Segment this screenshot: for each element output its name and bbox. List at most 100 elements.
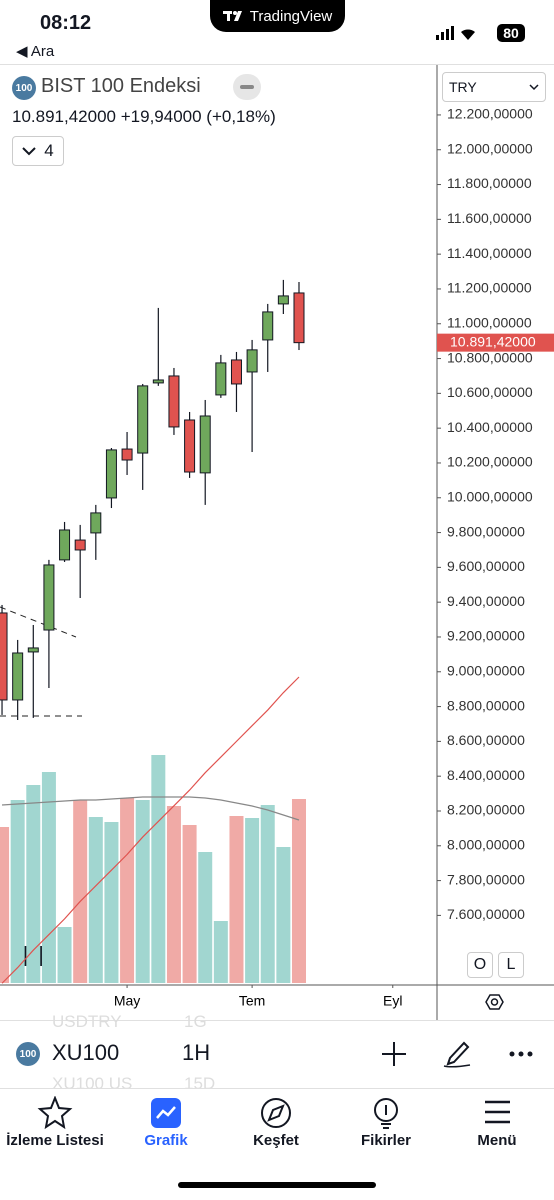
- tab-label: İzleme Listesi: [6, 1132, 104, 1149]
- settings-icon[interactable]: [485, 994, 504, 1010]
- tab[interactable]: Grafik: [111, 1096, 221, 1149]
- y-tick-label: 10.400,00000: [447, 419, 533, 435]
- y-tick-label: 10.600,00000: [447, 384, 533, 400]
- collapse-button[interactable]: [233, 74, 261, 100]
- time: 08:12: [40, 12, 92, 34]
- y-tick-label: 11.800,00000: [447, 175, 532, 191]
- y-tick-label: 9.800,00000: [447, 523, 525, 539]
- volume-bar: [151, 755, 166, 983]
- y-tick-label: 9.400,00000: [447, 593, 525, 609]
- y-tick-label: 8.800,00000: [447, 697, 525, 713]
- faded-symbol: XU100 US: [52, 1074, 133, 1093]
- ideas-icon: [374, 1098, 398, 1122]
- price-line: 10.891,42000 +19,94000 (+0,18%): [12, 107, 276, 127]
- volume-bar: [73, 800, 88, 983]
- volume-bar: [120, 798, 135, 983]
- symbol-badge: 100: [16, 1042, 40, 1066]
- candle-body: [246, 349, 258, 373]
- volume-bar: [291, 799, 306, 983]
- currency-select[interactable]: TRY: [442, 72, 546, 102]
- candle-body: [43, 564, 55, 631]
- volume-ma-line: [1, 796, 300, 821]
- x-tick-label: Tem: [239, 993, 265, 1009]
- last-price-label: 10.891,42000: [450, 333, 536, 349]
- volume-bar: [57, 927, 72, 983]
- tab-label: Menü: [477, 1132, 517, 1149]
- symbol[interactable]: XU100: [52, 1040, 120, 1065]
- indicators-toggle[interactable]: 4: [12, 136, 64, 166]
- scale-button[interactable]: L: [498, 952, 524, 978]
- toolbar-icons: [382, 1041, 533, 1068]
- y-tick-label: 7.800,00000: [447, 871, 525, 887]
- candle-body: [230, 359, 242, 385]
- app-pill: TradingView: [210, 0, 345, 32]
- candle-body: [199, 415, 211, 474]
- volume-bar: [135, 800, 150, 983]
- drawing-line: [0, 606, 77, 638]
- y-tick-label: 9.200,00000: [447, 628, 525, 644]
- divider: [0, 64, 554, 65]
- volume-bar: [166, 806, 181, 983]
- y-tick-label: 8.000,00000: [447, 836, 525, 852]
- y-tick-label: 8.400,00000: [447, 767, 525, 783]
- menu-icon: [485, 1100, 510, 1124]
- volume-bar: [260, 805, 275, 983]
- back-arrow: ◀: [16, 43, 28, 60]
- tv-icon: [222, 11, 242, 21]
- chevron: [22, 147, 36, 156]
- candle-body: [121, 448, 133, 461]
- y-tick-label: 11.000,00000: [447, 314, 532, 330]
- y-tick-label: 8.600,00000: [447, 732, 525, 748]
- divider: [0, 1020, 554, 1021]
- tab[interactable]: Fikirler: [331, 1096, 441, 1149]
- battery: 80: [497, 24, 525, 42]
- home-indicator: [178, 1182, 376, 1188]
- candle-body: [74, 539, 86, 551]
- tab-icons: [37, 1096, 510, 1130]
- draw-icon[interactable]: [443, 1041, 471, 1068]
- volume-bar: [213, 921, 228, 983]
- more-icon[interactable]: [509, 1051, 533, 1057]
- tab[interactable]: Keşfet: [221, 1096, 331, 1149]
- x-tick-label: May: [114, 993, 140, 1009]
- tab-label: Grafik: [144, 1132, 188, 1149]
- faded-interval: 1G: [184, 1012, 207, 1031]
- candle-body: [90, 512, 102, 534]
- volume-bar: [198, 852, 213, 983]
- chevron: [529, 84, 539, 91]
- candle-body: [59, 529, 71, 561]
- faded-symbol: USDTRY: [52, 1012, 122, 1031]
- candle-body: [168, 375, 180, 428]
- volume-bar: [41, 772, 56, 983]
- ma-line: [1, 676, 300, 984]
- y-tick-label: 12.200,00000: [447, 106, 533, 122]
- currency: TRY: [449, 79, 477, 95]
- volume-bar: [10, 800, 25, 983]
- candle-body: [277, 295, 289, 305]
- candle-body: [105, 449, 117, 499]
- y-tick-label: 7.600,00000: [447, 906, 525, 922]
- back-link[interactable]: ◀ Ara: [16, 42, 54, 60]
- candle-body: [184, 419, 196, 473]
- candle-body: [293, 292, 305, 344]
- last-price-box: [437, 333, 554, 352]
- candle-body: [12, 652, 24, 701]
- tab[interactable]: İzleme Listesi: [0, 1096, 110, 1149]
- interval[interactable]: 1H: [182, 1040, 211, 1065]
- y-tick-label: 9.000,00000: [447, 662, 525, 678]
- symbol-title: BIST 100 Endeksi: [41, 75, 201, 97]
- volume-bar: [276, 847, 291, 983]
- candle-body: [137, 385, 149, 454]
- scale-button[interactable]: O: [467, 952, 493, 978]
- volume-bar: [245, 818, 260, 983]
- y-tick-label: 12.000,00000: [447, 140, 533, 156]
- tab[interactable]: Menü: [442, 1096, 552, 1149]
- faded-interval: 15D: [184, 1074, 216, 1093]
- tab-label: Keşfet: [253, 1132, 299, 1149]
- chart: 12.200,00000 12.000,00000 11.800,00000 11.6…: [0, 65, 554, 1020]
- symbol-badge: 100: [12, 76, 36, 100]
- price: 10.891,42000: [12, 107, 116, 126]
- candle-body: [262, 311, 274, 341]
- add-icon[interactable]: [382, 1042, 406, 1066]
- y-tick-label: 10.800,00000: [447, 349, 533, 365]
